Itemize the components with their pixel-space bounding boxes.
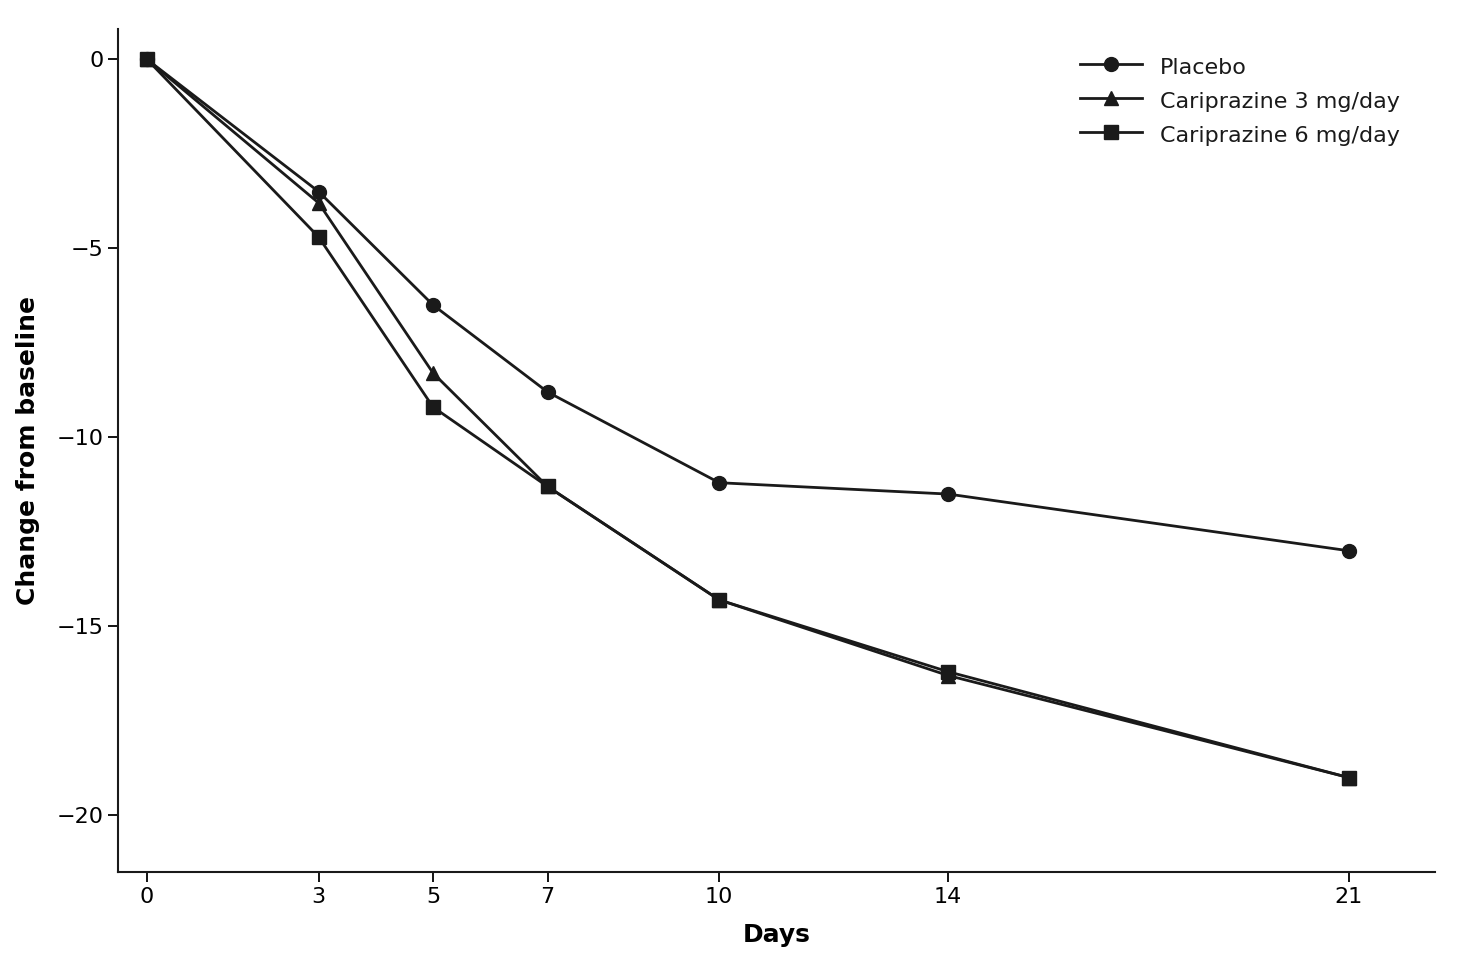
Placebo — [309, 186, 327, 198]
Cariprazine 3 mg/day — [309, 197, 327, 208]
Cariprazine 3 mg/day — [1340, 771, 1358, 783]
X-axis label: Days: Days — [742, 923, 810, 948]
Cariprazine 6 mg/day — [1340, 771, 1358, 783]
Legend: Placebo, Cariprazine 3 mg/day, Cariprazine 6 mg/day: Placebo, Cariprazine 3 mg/day, Cariprazi… — [1071, 46, 1408, 155]
Placebo — [138, 53, 155, 65]
Placebo — [538, 387, 556, 398]
Line: Cariprazine 3 mg/day: Cariprazine 3 mg/day — [141, 52, 1356, 785]
Cariprazine 6 mg/day — [309, 232, 327, 243]
Cariprazine 3 mg/day — [138, 53, 155, 65]
Cariprazine 3 mg/day — [939, 670, 957, 681]
Y-axis label: Change from baseline: Change from baseline — [16, 297, 40, 605]
Placebo — [939, 488, 957, 500]
Cariprazine 6 mg/day — [424, 401, 442, 413]
Placebo — [424, 299, 442, 311]
Line: Placebo: Placebo — [141, 52, 1356, 558]
Cariprazine 6 mg/day — [710, 594, 728, 606]
Line: Cariprazine 6 mg/day: Cariprazine 6 mg/day — [141, 52, 1356, 785]
Cariprazine 3 mg/day — [710, 594, 728, 606]
Cariprazine 6 mg/day — [939, 666, 957, 677]
Cariprazine 3 mg/day — [538, 481, 556, 492]
Cariprazine 6 mg/day — [138, 53, 155, 65]
Placebo — [710, 477, 728, 488]
Placebo — [1340, 545, 1358, 556]
Cariprazine 6 mg/day — [538, 481, 556, 492]
Cariprazine 3 mg/day — [424, 367, 442, 379]
